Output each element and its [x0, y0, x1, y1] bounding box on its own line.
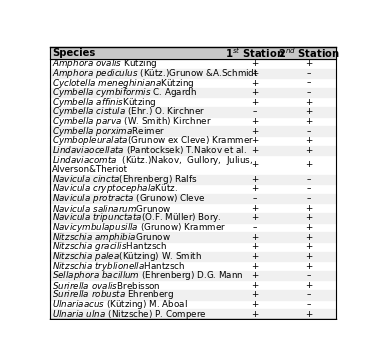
Text: +: + [305, 107, 313, 116]
Text: +: + [251, 184, 258, 193]
Text: $\it{Lindaviacomta}$  (Kütz.)Nakov,  Gullory,  Julius,: $\it{Lindaviacomta}$ (Kütz.)Nakov, Gullo… [52, 154, 253, 167]
Text: +: + [251, 117, 258, 126]
Text: +: + [251, 233, 258, 242]
Text: –: – [307, 78, 311, 87]
Text: –: – [307, 291, 311, 300]
Text: –: – [307, 69, 311, 78]
Text: $\it{Navicula\ salinarum}$Grunow: $\it{Navicula\ salinarum}$Grunow [52, 203, 171, 214]
Text: +: + [251, 261, 258, 270]
Text: +: + [251, 127, 258, 136]
Text: +: + [305, 117, 313, 126]
Text: +: + [305, 204, 313, 213]
Text: +: + [251, 136, 258, 145]
Text: $\it{Surirella\ ovalis}$Brebisson: $\it{Surirella\ ovalis}$Brebisson [52, 280, 161, 291]
Text: 1$^{st}$ Station: 1$^{st}$ Station [225, 46, 285, 60]
Text: +: + [251, 98, 258, 107]
Text: +: + [305, 242, 313, 251]
Text: $\it{Cyclotella\ meneghiniana}$Kützing: $\it{Cyclotella\ meneghiniana}$Kützing [52, 77, 194, 90]
Bar [50, 175, 336, 184]
Text: –: – [307, 88, 311, 97]
Bar [50, 290, 336, 300]
Text: $\it{Navicula\ cincta}$(Ehrenberg) Ralfs: $\it{Navicula\ cincta}$(Ehrenberg) Ralfs [52, 173, 197, 186]
Text: +: + [305, 261, 313, 270]
Text: $\it{Cymbopleura}$$\it{lata}$(Grunow ex Cleve) Krammer: $\it{Cymbopleura}$$\it{lata}$(Grunow ex … [52, 134, 254, 147]
Text: +: + [305, 146, 313, 155]
Text: $\it{Amphora\ pediculus}$ (Kütz.)Grunow &A.Schmidt: $\it{Amphora\ pediculus}$ (Kütz.)Grunow … [52, 67, 259, 80]
Bar [50, 213, 336, 223]
Text: +: + [251, 310, 258, 319]
Text: $\it{Cymbella\ affinis}$Kützing: $\it{Cymbella\ affinis}$Kützing [52, 96, 156, 109]
Text: +: + [251, 88, 258, 97]
Bar [50, 48, 336, 59]
Text: $\it{Navicula\ tripunctata}$(O.F. Müller) Bory.: $\it{Navicula\ tripunctata}$(O.F. Müller… [52, 211, 221, 224]
Text: +: + [251, 252, 258, 261]
Text: $\it{Cymbella\ cistula}$ (Ehr.) O. Kirchner: $\it{Cymbella\ cistula}$ (Ehr.) O. Kirch… [52, 105, 205, 118]
Text: –: – [307, 175, 311, 184]
Text: –: – [307, 127, 311, 136]
Text: +: + [305, 136, 313, 145]
Text: +: + [251, 59, 258, 68]
Text: –: – [307, 300, 311, 309]
Text: +: + [251, 300, 258, 309]
Text: +: + [251, 204, 258, 213]
Text: +: + [305, 310, 313, 319]
Text: $\it{Nitzschia\ tryblionella}$Hantzsch: $\it{Nitzschia\ tryblionella}$Hantzsch [52, 260, 185, 273]
Text: $\it{Cymbella\ porxima}$Reimer: $\it{Cymbella\ porxima}$Reimer [52, 125, 165, 138]
Text: –: – [307, 184, 311, 193]
Text: $\it{Nitzschia\ palea}$(Kützing) W. Smith: $\it{Nitzschia\ palea}$(Kützing) W. Smit… [52, 250, 202, 263]
Text: +: + [305, 252, 313, 261]
Text: –: – [253, 194, 257, 203]
Text: +: + [251, 146, 258, 155]
Text: $\it{Cymbella\ cymbiformis}$ C. Agardh: $\it{Cymbella\ cymbiformis}$ C. Agardh [52, 86, 197, 99]
Bar [50, 68, 336, 78]
Text: Alverson&Theriot: Alverson&Theriot [52, 165, 128, 174]
Text: $\it{Sellaphora\ bacillum}$ (Ehrenberg) D.G. Mann: $\it{Sellaphora\ bacillum}$ (Ehrenberg) … [52, 269, 244, 282]
Text: –: – [307, 271, 311, 280]
Text: –: – [307, 194, 311, 203]
Bar [50, 126, 336, 136]
Text: +: + [305, 281, 313, 290]
Text: $\it{Cymbella\ parva}$ (W. Smith) Kirchner: $\it{Cymbella\ parva}$ (W. Smith) Kirchn… [52, 115, 211, 128]
Bar [50, 88, 336, 98]
Text: $\it{Navicymbulapusilla}$ (Grunow) Krammer: $\it{Navicymbulapusilla}$ (Grunow) Kramm… [52, 221, 226, 234]
Text: +: + [251, 175, 258, 184]
Text: $\it{Nitzschia\ gracilis}$Hantzsch: $\it{Nitzschia\ gracilis}$Hantzsch [52, 240, 167, 253]
Text: +: + [251, 213, 258, 222]
Bar [50, 252, 336, 261]
Text: +: + [251, 161, 258, 170]
Text: +: + [251, 281, 258, 290]
Text: $\it{Navicula\ protracta}$ (Grunow) Cleve: $\it{Navicula\ protracta}$ (Grunow) Clev… [52, 192, 205, 205]
Text: +: + [251, 291, 258, 300]
Text: +: + [251, 242, 258, 251]
Text: Species: Species [52, 48, 95, 58]
Text: +: + [305, 98, 313, 107]
Text: +: + [305, 233, 313, 242]
Bar [50, 309, 336, 319]
Text: +: + [305, 161, 313, 170]
Text: –: – [253, 223, 257, 232]
Bar [50, 232, 336, 242]
Text: +: + [251, 271, 258, 280]
Text: 2$^{nd}$ Station: 2$^{nd}$ Station [278, 46, 340, 60]
Text: $\it{Nitzschia\ amphibia}$Grunow: $\it{Nitzschia\ amphibia}$Grunow [52, 231, 171, 244]
Bar [50, 107, 336, 117]
Text: +: + [251, 69, 258, 78]
Text: $\it{Amphora\ ovalis}$ Kützing: $\it{Amphora\ ovalis}$ Kützing [52, 57, 157, 70]
Text: +: + [305, 59, 313, 68]
Text: +: + [251, 78, 258, 87]
Text: $\it{Navicula\ cryptocephala}$Kütz.: $\it{Navicula\ cryptocephala}$Kütz. [52, 183, 178, 195]
Text: +: + [305, 213, 313, 222]
Text: $\it{Ulnaria\ ulna}$ (Nitzsche) P. Compere: $\it{Ulnaria\ ulna}$ (Nitzsche) P. Compe… [52, 308, 207, 321]
Text: +: + [305, 223, 313, 232]
Bar [50, 271, 336, 280]
Text: $\it{Ulnariaacus}$ (Kützing) M. Aboal: $\it{Ulnariaacus}$ (Kützing) M. Aboal [52, 298, 187, 311]
Text: $\it{Surirella\ robusta}$ Ehrenberg: $\it{Surirella\ robusta}$ Ehrenberg [52, 288, 174, 301]
Bar [50, 145, 336, 155]
Bar [50, 194, 336, 203]
Text: –: – [253, 107, 257, 116]
Text: $\it{Lindaviaocellata}$ (Pantocksek) T.Nakov et al.: $\it{Lindaviaocellata}$ (Pantocksek) T.N… [52, 144, 247, 157]
